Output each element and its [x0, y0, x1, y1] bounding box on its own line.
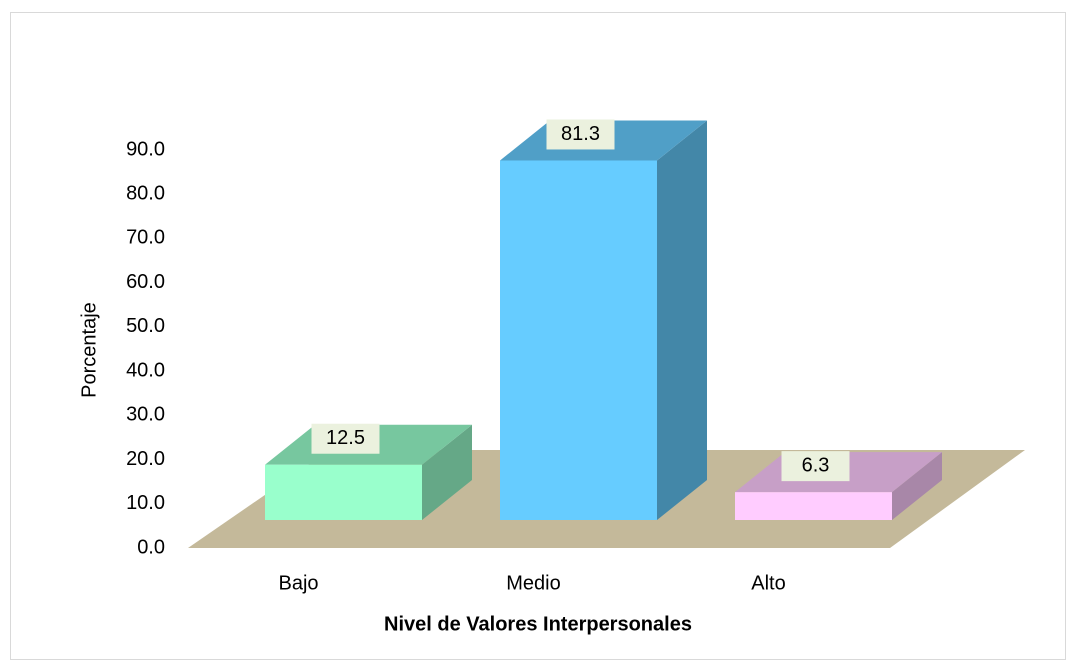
bar-side: [892, 452, 942, 520]
data-label-box: [781, 451, 850, 482]
y-tick-label: 10.0: [126, 492, 165, 514]
y-tick-label: 90.0: [126, 138, 165, 160]
data-label-box: [546, 119, 615, 150]
x-axis-title: Nivel de Valores Interpersonales: [384, 613, 692, 635]
bar: [265, 464, 422, 520]
y-tick-label: 40.0: [126, 359, 165, 381]
x-tick-label: Bajo: [278, 572, 318, 594]
y-tick-label: 60.0: [126, 271, 165, 293]
data-label: 12.5: [326, 427, 365, 449]
y-tick-label: 80.0: [126, 183, 165, 205]
x-tick-label: Medio: [506, 572, 560, 594]
bar: [500, 160, 657, 520]
y-tick-label: 50.0: [126, 315, 165, 337]
x-tick-label: Alto: [751, 572, 785, 594]
bar-side: [422, 424, 472, 520]
bar: [735, 492, 892, 520]
y-tick-label: 0.0: [137, 536, 165, 558]
y-tick-label: 30.0: [126, 404, 165, 426]
y-tick-label: 70.0: [126, 227, 165, 249]
y-axis-title: Porcentaje: [78, 302, 100, 398]
data-label: 6.3: [802, 454, 830, 476]
data-label-box: [311, 423, 380, 454]
y-tick-label: 20.0: [126, 448, 165, 470]
data-label: 81.3: [561, 123, 600, 145]
bar-side: [657, 120, 707, 521]
